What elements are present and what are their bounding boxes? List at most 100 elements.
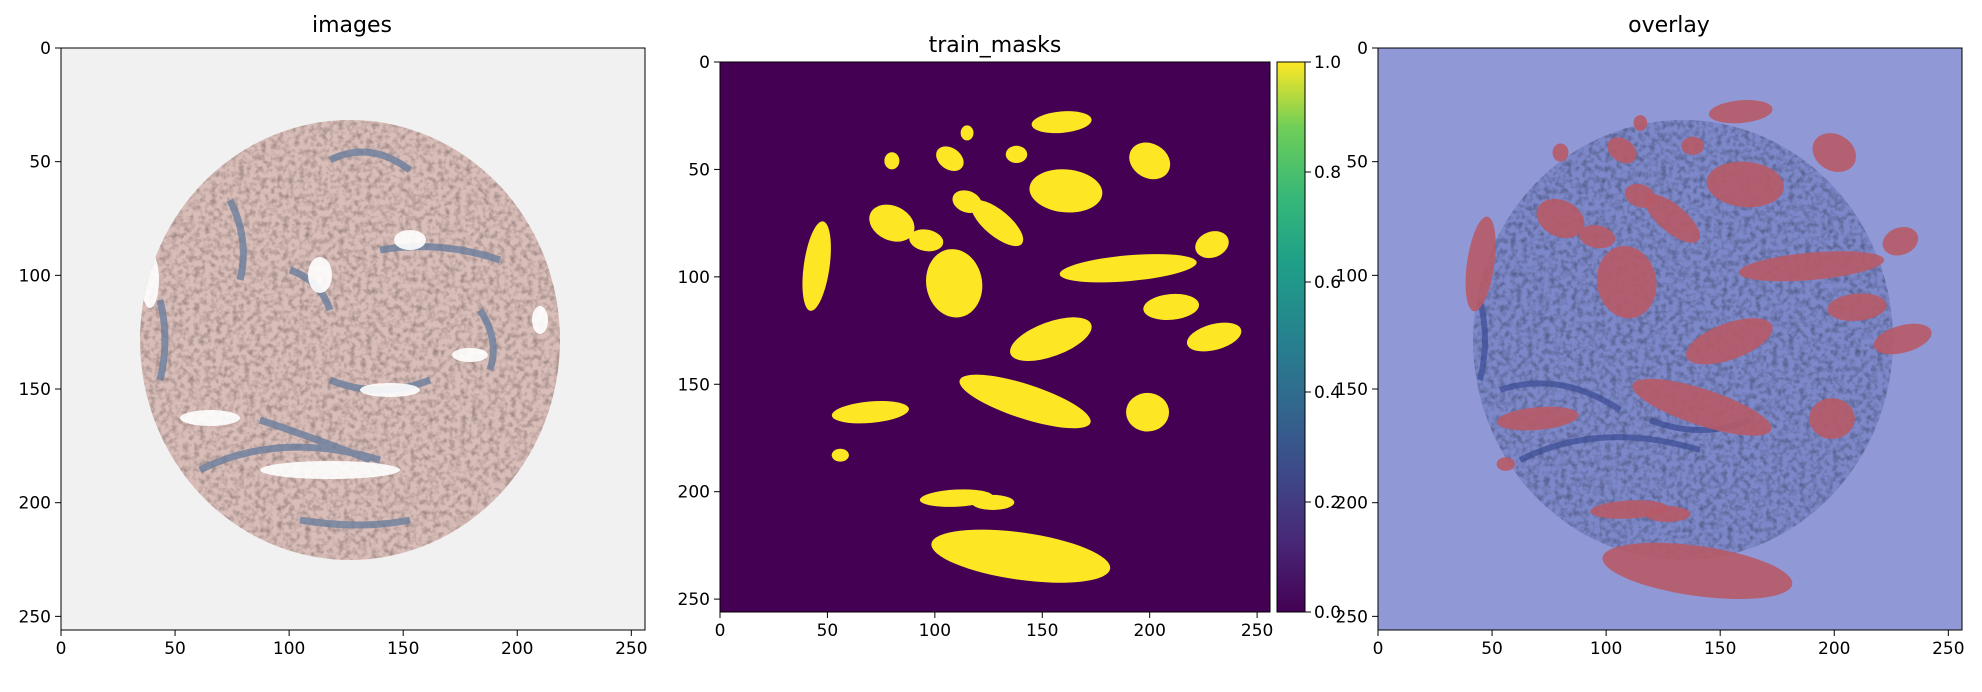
overlay-mask-region	[1644, 506, 1691, 523]
overlay-mask-regions	[1465, 99, 1932, 600]
mask-background	[720, 62, 1270, 612]
overlay-mask-region	[1607, 137, 1637, 164]
overlay-mask-region	[1827, 293, 1887, 322]
mask-region	[909, 229, 944, 252]
y-tick-label-masks: 100	[678, 268, 710, 288]
y-tick-label-masks: 200	[678, 483, 710, 503]
overlay-mask-region	[1596, 245, 1657, 319]
x-tick-label-overlay: 0	[1373, 639, 1384, 659]
mask-region	[1195, 231, 1229, 259]
mask-region	[884, 152, 900, 170]
axes-frame-masks	[719, 61, 1271, 613]
mask-region	[960, 125, 974, 141]
overlay-mask-region	[1706, 161, 1784, 208]
x-tick-label-overlay: 250	[1932, 639, 1964, 659]
x-tick-label-images: 0	[56, 639, 67, 659]
tissue-core	[140, 120, 560, 560]
overlay-mask-region	[1602, 542, 1793, 600]
x-tick-label-overlay: 100	[1590, 639, 1622, 659]
colorbar-tick-label: 0.4	[1314, 383, 1341, 403]
overlay-mask-region	[1708, 99, 1773, 124]
x-tick-label-images: 150	[387, 639, 419, 659]
x-tick-label-masks: 100	[919, 621, 951, 641]
overlay-mask-region	[1632, 378, 1772, 436]
colorbar-tick-label: 0.0	[1314, 603, 1341, 623]
y-tick-label-overlay: 250	[1336, 607, 1368, 627]
x-tick-label-images: 200	[501, 639, 533, 659]
colorbar-tick-label: 0.6	[1314, 273, 1341, 293]
y-tick-label-overlay: 100	[1336, 266, 1368, 286]
x-tick-label-overlay: 50	[1481, 639, 1503, 659]
mask-region	[1029, 169, 1103, 213]
overlay-mask-region	[1496, 457, 1515, 471]
y-tick-label-images: 200	[19, 494, 51, 514]
x-tick-label-overlay: 150	[1704, 639, 1736, 659]
x-tick-label-images: 100	[273, 639, 305, 659]
mask-region	[936, 146, 964, 172]
panel-title-overlay: overlay	[1628, 13, 1710, 38]
overlay-mask-region	[1882, 226, 1919, 256]
panel-train-masks: train_masks 0 50 100 150 200 2500501001502002…	[678, 33, 1342, 641]
mask-region	[931, 529, 1111, 583]
mask-region	[802, 221, 831, 311]
mask-region	[1059, 254, 1197, 283]
axes-frame-images	[60, 47, 646, 631]
y-tick-label-overlay: 200	[1336, 494, 1368, 514]
y-tick-label-masks: 150	[678, 375, 710, 395]
mask-region	[1031, 111, 1092, 134]
mask-region	[971, 494, 1015, 510]
x-tick-label-masks: 0	[715, 621, 726, 641]
overlay-mask-region	[1633, 115, 1648, 131]
colorbar-tick-label: 1.0	[1314, 53, 1341, 73]
y-tick-label-images: 0	[40, 39, 51, 59]
overlay-mask-region	[1681, 136, 1705, 155]
overlay-mask-region	[1809, 398, 1855, 440]
colorbar-gradient	[1276, 61, 1306, 613]
mask-region	[869, 204, 915, 242]
y-tick-label-images: 50	[29, 153, 51, 173]
overlay-tissue-core	[1473, 120, 1893, 560]
mask-region	[926, 249, 983, 318]
colorbar-tick-label: 0.2	[1314, 493, 1341, 513]
colorbar-ticks: 0.0 0.2 0.4 0.6 0.8 1.0	[1305, 53, 1341, 623]
y-tick-label-images: 250	[19, 607, 51, 627]
mask-region	[1186, 322, 1242, 352]
x-tick-label-masks: 250	[1241, 621, 1273, 641]
x-tick-label-overlay: 200	[1818, 639, 1850, 659]
overlay-mask-region	[1738, 251, 1885, 282]
mask-region	[952, 190, 982, 213]
y-tick-label-images: 150	[19, 380, 51, 400]
overlay-mask-region	[1536, 198, 1585, 239]
overlay-mask-region	[1552, 143, 1569, 162]
y-tick-label-images: 100	[19, 266, 51, 286]
mask-region	[831, 448, 849, 462]
x-tick-label-masks: 50	[817, 621, 839, 641]
panel-title-train-masks: train_masks	[929, 33, 1062, 58]
overlay-mask-region	[1812, 133, 1856, 173]
mask-region	[1126, 392, 1170, 432]
mask-region	[831, 400, 909, 424]
y-tick-label-overlay: 150	[1336, 380, 1368, 400]
panel-title-images: images	[312, 13, 392, 38]
panel-images: images	[19, 13, 648, 659]
mask-region	[1010, 317, 1092, 361]
mask-region	[1129, 142, 1171, 180]
overlay-mask-region	[1644, 194, 1700, 243]
overlay-mask-region	[1685, 318, 1773, 365]
x-tick-label-images: 250	[615, 639, 647, 659]
overlay-mask-region	[1465, 216, 1496, 312]
mask-region	[971, 200, 1024, 247]
y-tick-label-masks: 250	[678, 590, 710, 610]
y-tick-label-overlay: 50	[1346, 153, 1368, 173]
overlay-mask-region	[1578, 225, 1616, 249]
axes-frame-overlay	[1377, 47, 1963, 631]
overlay-mask-region	[1496, 406, 1579, 431]
x-tick-label-masks: 200	[1133, 621, 1165, 641]
colorbar-tick-label: 0.8	[1314, 163, 1341, 183]
mask-region	[1143, 293, 1200, 320]
overlay-mask-region	[1624, 183, 1656, 208]
x-tick-label-images: 50	[164, 639, 186, 659]
